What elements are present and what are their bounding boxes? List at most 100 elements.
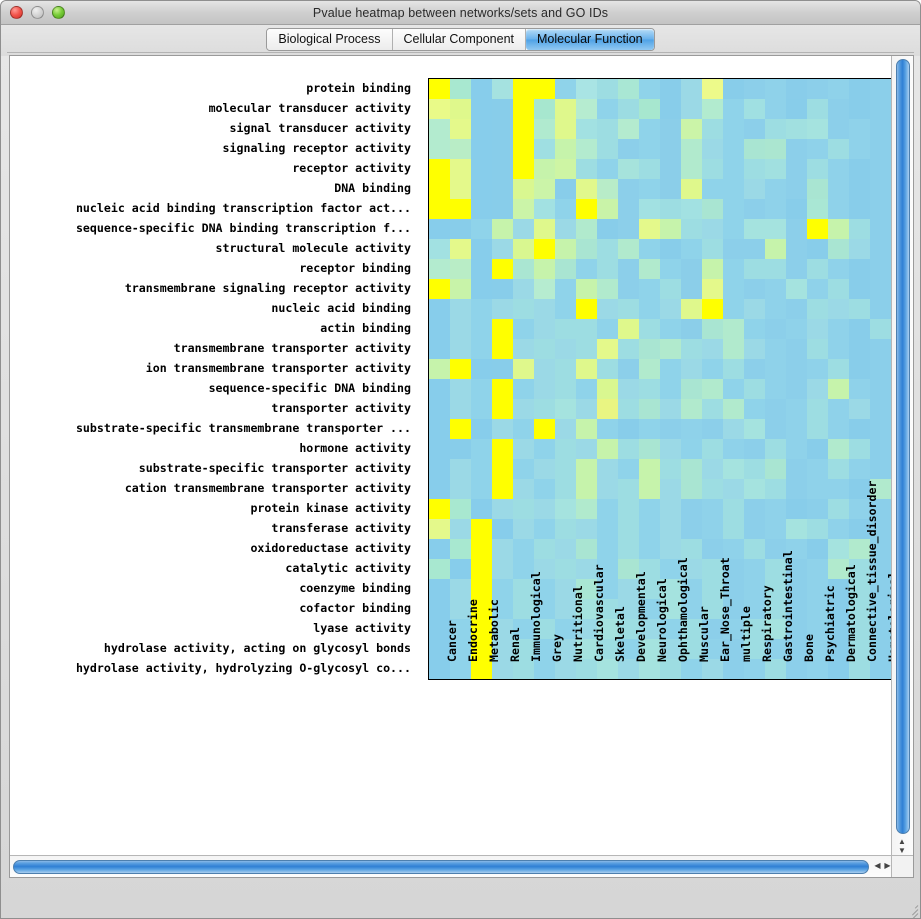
heatmap-cell[interactable] [765,179,786,199]
heatmap-cell[interactable] [828,199,849,219]
heatmap-cell[interactable] [849,619,870,639]
heatmap-cell[interactable] [576,299,597,319]
heatmap-cell[interactable] [765,599,786,619]
heatmap-cell[interactable] [870,299,891,319]
heatmap-cell[interactable] [471,319,492,339]
heatmap-cell[interactable] [786,599,807,619]
heatmap-cell[interactable] [513,259,534,279]
heatmap-cell[interactable] [555,419,576,439]
heatmap-cell[interactable] [597,399,618,419]
heatmap-cell[interactable] [618,379,639,399]
heatmap-cell[interactable] [492,439,513,459]
heatmap-cell[interactable] [849,459,870,479]
heatmap-cell[interactable] [450,179,471,199]
heatmap-cell[interactable] [534,559,555,579]
heatmap-cell[interactable] [723,619,744,639]
horizontal-scrollbar-thumb[interactable] [13,860,869,874]
heatmap-cell[interactable] [807,119,828,139]
heatmap-cell[interactable] [681,439,702,459]
heatmap-cell[interactable] [849,219,870,239]
horizontal-scrollbar[interactable]: ◀ ▶ [10,855,893,877]
heatmap-cell[interactable] [765,319,786,339]
heatmap-cell[interactable] [555,239,576,259]
heatmap-cell[interactable] [450,159,471,179]
heatmap-cell[interactable] [828,299,849,319]
heatmap-cell[interactable] [534,639,555,659]
heatmap-cell[interactable] [450,239,471,259]
heatmap-cell[interactable] [450,299,471,319]
heatmap-cell[interactable] [555,139,576,159]
heatmap-cell[interactable] [471,139,492,159]
heatmap-cell[interactable] [450,99,471,119]
heatmap-cell[interactable] [660,339,681,359]
heatmap-cell[interactable] [576,339,597,359]
heatmap-cell[interactable] [807,479,828,499]
heatmap-cell[interactable] [597,319,618,339]
heatmap-cell[interactable] [744,319,765,339]
close-button[interactable] [10,6,23,19]
heatmap-cell[interactable] [744,639,765,659]
heatmap-cell[interactable] [597,279,618,299]
heatmap-cell[interactable] [534,239,555,259]
heatmap-cell[interactable] [618,139,639,159]
heatmap-cell[interactable] [681,639,702,659]
heatmap-cell[interactable] [702,179,723,199]
heatmap-cell[interactable] [513,379,534,399]
heatmap-cell[interactable] [639,79,660,99]
heatmap-cell[interactable] [870,179,891,199]
heatmap-cell[interactable] [576,139,597,159]
heatmap-cell[interactable] [681,419,702,439]
heatmap-cell[interactable] [555,379,576,399]
heatmap-cell[interactable] [576,79,597,99]
heatmap-cell[interactable] [597,99,618,119]
heatmap-cell[interactable] [492,179,513,199]
heatmap-cell[interactable] [744,219,765,239]
heatmap-cell[interactable] [639,479,660,499]
heatmap-cell[interactable] [849,639,870,659]
heatmap-cell[interactable] [534,479,555,499]
heatmap-cell[interactable] [681,459,702,479]
heatmap-cell[interactable] [723,559,744,579]
heatmap-cell[interactable] [639,659,660,679]
heatmap-cell[interactable] [765,359,786,379]
heatmap-cell[interactable] [870,199,891,219]
heatmap-cell[interactable] [471,639,492,659]
heatmap-cell[interactable] [471,359,492,379]
heatmap-cell[interactable] [471,539,492,559]
heatmap-cell[interactable] [576,519,597,539]
heatmap-cell[interactable] [639,499,660,519]
heatmap-cell[interactable] [618,179,639,199]
heatmap-cell[interactable] [534,199,555,219]
heatmap-cell[interactable] [492,519,513,539]
heatmap-cell[interactable] [471,259,492,279]
heatmap-cell[interactable] [639,279,660,299]
heatmap-cell[interactable] [618,119,639,139]
heatmap-cell[interactable] [513,539,534,559]
heatmap-cell[interactable] [429,379,450,399]
heatmap-cell[interactable] [744,559,765,579]
heatmap-cell[interactable] [681,319,702,339]
heatmap-cell[interactable] [492,119,513,139]
heatmap-cell[interactable] [849,159,870,179]
heatmap-cell[interactable] [618,559,639,579]
heatmap-cell[interactable] [807,499,828,519]
heatmap-cell[interactable] [723,339,744,359]
heatmap-cell[interactable] [534,539,555,559]
heatmap-cell[interactable] [828,419,849,439]
heatmap-cell[interactable] [849,239,870,259]
heatmap-cell[interactable] [765,619,786,639]
heatmap-cell[interactable] [765,79,786,99]
heatmap-cell[interactable] [534,519,555,539]
heatmap-cell[interactable] [429,159,450,179]
heatmap-cell[interactable] [849,559,870,579]
heatmap-cell[interactable] [723,119,744,139]
heatmap-cell[interactable] [786,379,807,399]
heatmap-cell[interactable] [618,99,639,119]
heatmap-cell[interactable] [450,359,471,379]
heatmap-cell[interactable] [492,619,513,639]
heatmap-cell[interactable] [429,179,450,199]
heatmap-cell[interactable] [639,139,660,159]
heatmap-cell[interactable] [597,139,618,159]
heatmap-cell[interactable] [513,639,534,659]
heatmap-cell[interactable] [513,439,534,459]
